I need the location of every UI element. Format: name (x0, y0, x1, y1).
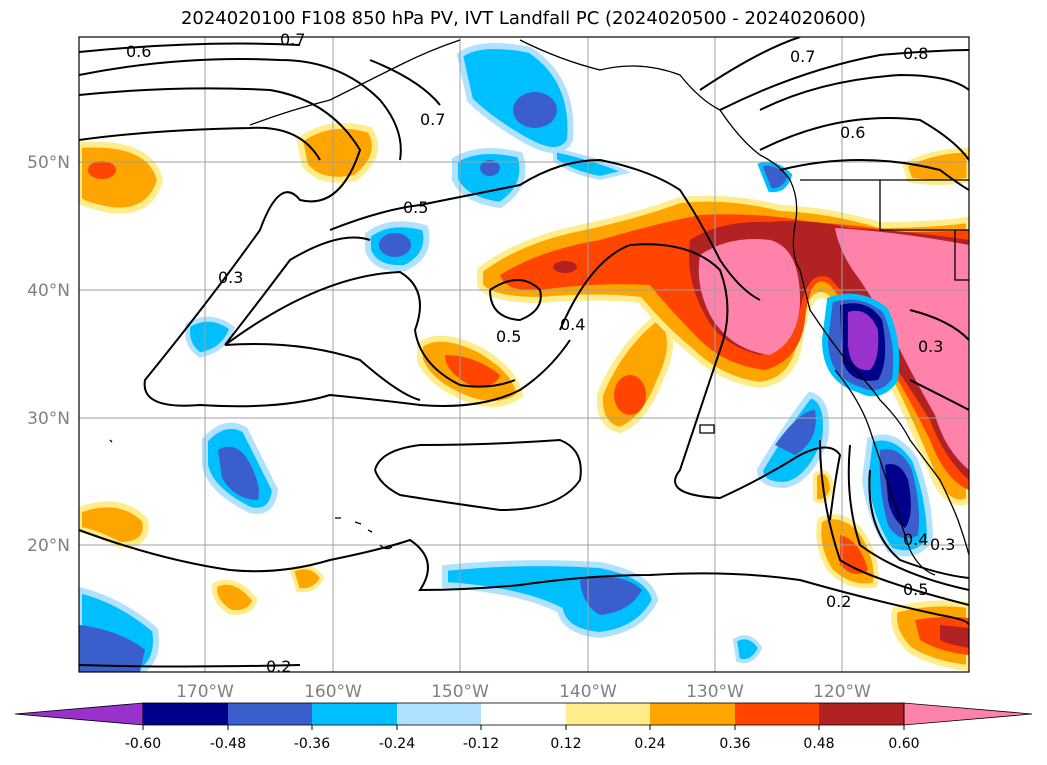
contour-label: 0.2 (266, 657, 291, 676)
coastlines (109, 39, 969, 576)
contour-label: 0.5 (496, 327, 521, 346)
colorbar-tick-label: -0.36 (294, 736, 330, 752)
colorbar-segment (650, 703, 735, 725)
contour-labels: 0.6 0.7 0.7 0.7 0.8 0.6 0.5 0.3 0.5 0.4 … (126, 30, 955, 676)
colorbar-segment (397, 703, 481, 725)
contour-label: 0.7 (790, 47, 815, 66)
contour-label: 0.4 (560, 315, 585, 334)
map-frame (78, 36, 970, 673)
colorbar-ticks (142, 725, 905, 730)
colorbar-tick-label: -0.60 (125, 736, 161, 752)
contour-label: 0.3 (918, 337, 943, 356)
contour-label: 0.8 (903, 44, 928, 63)
lon-labels: 170°W 160°W 150°W 140°W 130°W 120°W (176, 682, 871, 702)
contour-label: 0.7 (420, 110, 445, 129)
contour-label: 0.4 (903, 530, 928, 549)
colorbar-segment (481, 703, 566, 725)
contour-label: 0.2 (826, 592, 851, 611)
lon-label: 120°W (813, 682, 871, 702)
colorbar-tick-label: -0.48 (210, 736, 246, 752)
lon-label: 150°W (431, 682, 489, 702)
map-title: 2024020100 F108 850 hPa PV, IVT Landfall… (180, 8, 867, 29)
colorbar-segment (819, 703, 904, 725)
lon-label: 170°W (176, 682, 234, 702)
contour-label: 0.3 (930, 535, 955, 554)
lat-label: 40°N (27, 281, 70, 301)
lon-label: 140°W (559, 682, 617, 702)
colorbar-tick-label: 0.24 (634, 736, 665, 752)
colorbar-segment (903, 702, 1033, 726)
colorbar-segment (143, 703, 228, 725)
contour-label: 0.5 (403, 198, 428, 217)
lon-label: 160°W (304, 682, 362, 702)
colorbar-segment (228, 703, 312, 725)
lat-labels: 50°N 40°N 30°N 20°N (27, 153, 70, 556)
shaded-field (79, 43, 969, 672)
colorbar-tick-label: 0.48 (803, 736, 834, 752)
colorbar-segment (14, 702, 144, 726)
colorbar-tick-label: 0.36 (719, 736, 750, 752)
colorbar-tick-label: 0.12 (550, 736, 581, 752)
lat-label: 20°N (27, 536, 70, 556)
contour-label: 0.6 (840, 123, 865, 142)
contour-lines (79, 37, 969, 668)
contour-label: 0.7 (280, 30, 305, 49)
colorbar-frame (142, 702, 905, 726)
lat-label: 30°N (27, 409, 70, 429)
lat-label: 50°N (27, 153, 70, 173)
contour-label: 0.3 (218, 268, 243, 287)
colorbar-segment (312, 703, 397, 725)
colorbar-tick-label: -0.24 (379, 736, 415, 752)
contour-label: 0.5 (903, 580, 928, 599)
colorbar-segment (566, 703, 650, 725)
colorbar: -0.60 -0.48 -0.36 -0.24 -0.12 0.12 0.24 … (14, 702, 1033, 752)
colorbar-tick-label: 0.60 (888, 736, 919, 752)
lon-label: 130°W (686, 682, 744, 702)
contour-label: 0.6 (126, 42, 151, 61)
colorbar-segment (735, 703, 819, 725)
colorbar-tick-label: -0.12 (463, 736, 499, 752)
